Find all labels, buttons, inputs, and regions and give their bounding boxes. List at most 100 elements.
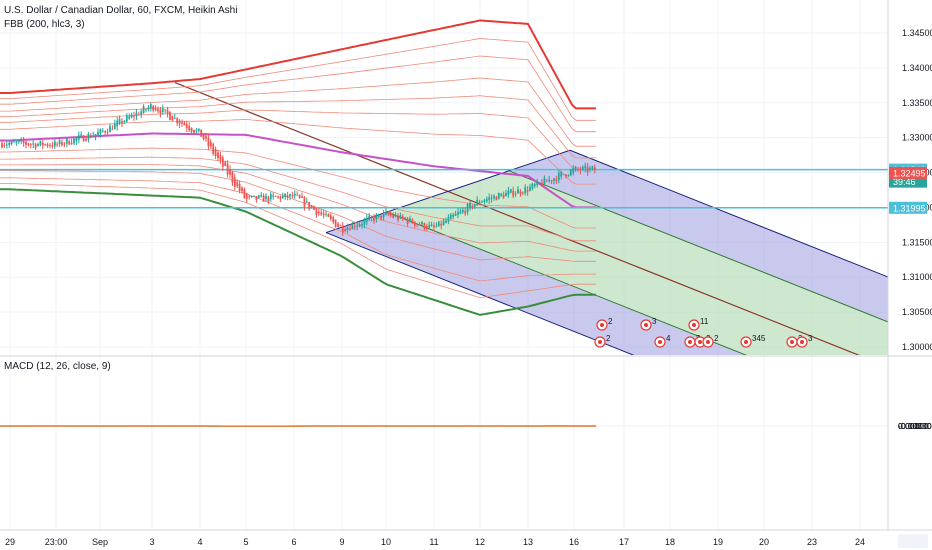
candle-body bbox=[22, 140, 25, 144]
x-tick-label: 24 bbox=[855, 537, 865, 547]
candle-body bbox=[577, 168, 579, 170]
pitchfork-zone-upper bbox=[509, 150, 888, 322]
candle-body bbox=[502, 194, 505, 198]
candle-body bbox=[183, 122, 186, 126]
candle-body bbox=[567, 175, 570, 177]
candle-body bbox=[461, 209, 464, 213]
candle-body bbox=[277, 196, 279, 198]
candle-body bbox=[1, 143, 3, 148]
candle-body bbox=[128, 116, 131, 119]
y-tick-label: 1.33500 bbox=[902, 98, 932, 108]
candle-body bbox=[236, 182, 239, 186]
macd-label: MACD (12, 26, close, 9) bbox=[4, 361, 111, 372]
candle-body bbox=[262, 195, 265, 202]
x-tick-label: Sep bbox=[92, 537, 108, 547]
candle-body bbox=[197, 128, 200, 131]
candle-body bbox=[32, 143, 35, 145]
candle-body bbox=[397, 215, 399, 220]
candle-body bbox=[488, 197, 491, 200]
fbb-fib-lower-level bbox=[0, 147, 596, 229]
x-tick-label: 16 bbox=[569, 537, 579, 547]
pitchfork-upper-line bbox=[569, 149, 888, 278]
x-tick-label: 17 bbox=[619, 537, 629, 547]
x-tick-label: 11 bbox=[429, 537, 438, 547]
candle-body bbox=[589, 167, 591, 170]
candle-body bbox=[75, 138, 78, 142]
candle-body bbox=[500, 193, 503, 196]
candle-body bbox=[87, 133, 90, 140]
candle-body bbox=[581, 166, 584, 170]
candle-body bbox=[15, 141, 18, 143]
candle-body bbox=[401, 216, 404, 219]
candle-body bbox=[135, 112, 138, 117]
candle-body bbox=[409, 218, 411, 222]
candle-body bbox=[317, 211, 320, 214]
macd-tick-label: 0.00200 bbox=[898, 421, 929, 431]
candle-body bbox=[334, 219, 337, 228]
candle-body bbox=[142, 106, 145, 113]
candle-body bbox=[85, 138, 87, 141]
candle-body bbox=[44, 144, 47, 145]
candle-body bbox=[46, 144, 49, 147]
fbb-fib-lower-level bbox=[0, 164, 596, 252]
candle-body bbox=[356, 225, 359, 227]
candle-body bbox=[315, 208, 318, 216]
candle-body bbox=[25, 141, 27, 145]
candle-body bbox=[13, 141, 15, 143]
settings-icon[interactable] bbox=[898, 534, 928, 548]
candle-body bbox=[229, 169, 231, 175]
candle-body bbox=[464, 210, 467, 214]
candle-body bbox=[137, 114, 140, 116]
fbb-fib-upper-level bbox=[0, 55, 596, 133]
x-tick-label: 19 bbox=[713, 537, 723, 547]
candle-body bbox=[3, 145, 6, 147]
event-count: 4 bbox=[666, 334, 671, 343]
fbb-fib-upper-level bbox=[0, 109, 596, 170]
candle-body bbox=[243, 189, 246, 199]
candle-body bbox=[377, 213, 380, 218]
candle-body bbox=[533, 184, 536, 187]
candle-body bbox=[176, 118, 179, 124]
candle-body bbox=[269, 194, 272, 200]
fbb-upper-band bbox=[0, 19, 596, 110]
candle-body bbox=[560, 172, 563, 177]
economic-event-marker: 2 bbox=[594, 334, 611, 348]
candle-body bbox=[411, 219, 414, 224]
flag-dot bbox=[698, 340, 702, 344]
candle-body bbox=[349, 228, 351, 230]
candle-body bbox=[365, 217, 368, 223]
candle-body bbox=[416, 223, 419, 225]
candle-body bbox=[524, 187, 527, 193]
flag-dot bbox=[800, 340, 804, 344]
pitchfork-zone-mid-lower bbox=[387, 191, 859, 355]
candle-body bbox=[449, 214, 452, 220]
candle-body bbox=[493, 195, 495, 199]
candle-body bbox=[190, 128, 193, 132]
event-count: 2 bbox=[606, 334, 611, 343]
candle-body bbox=[130, 114, 133, 118]
candle-body bbox=[94, 134, 97, 137]
event-count: 3 bbox=[652, 317, 657, 326]
candle-body bbox=[531, 183, 534, 189]
candle-body bbox=[226, 163, 229, 175]
candle-body bbox=[579, 168, 582, 171]
candle-body bbox=[104, 131, 107, 133]
candle-body bbox=[39, 140, 42, 145]
candle-body bbox=[212, 144, 215, 154]
economic-event-marker: 4 bbox=[654, 334, 671, 348]
candle-body bbox=[368, 215, 371, 221]
candle-body bbox=[437, 221, 440, 227]
candle-body bbox=[413, 221, 416, 226]
candle-body bbox=[113, 123, 116, 130]
candle-body bbox=[557, 172, 560, 181]
candle-body bbox=[457, 212, 459, 215]
candle-body bbox=[519, 191, 522, 194]
candle-body bbox=[423, 223, 426, 229]
x-tick-label: 20 bbox=[759, 537, 769, 547]
candle-body bbox=[471, 205, 474, 208]
candle-body bbox=[497, 192, 500, 199]
candle-body bbox=[178, 120, 181, 124]
candle-body bbox=[301, 196, 303, 198]
fbb-fib-lower-level bbox=[0, 183, 596, 299]
